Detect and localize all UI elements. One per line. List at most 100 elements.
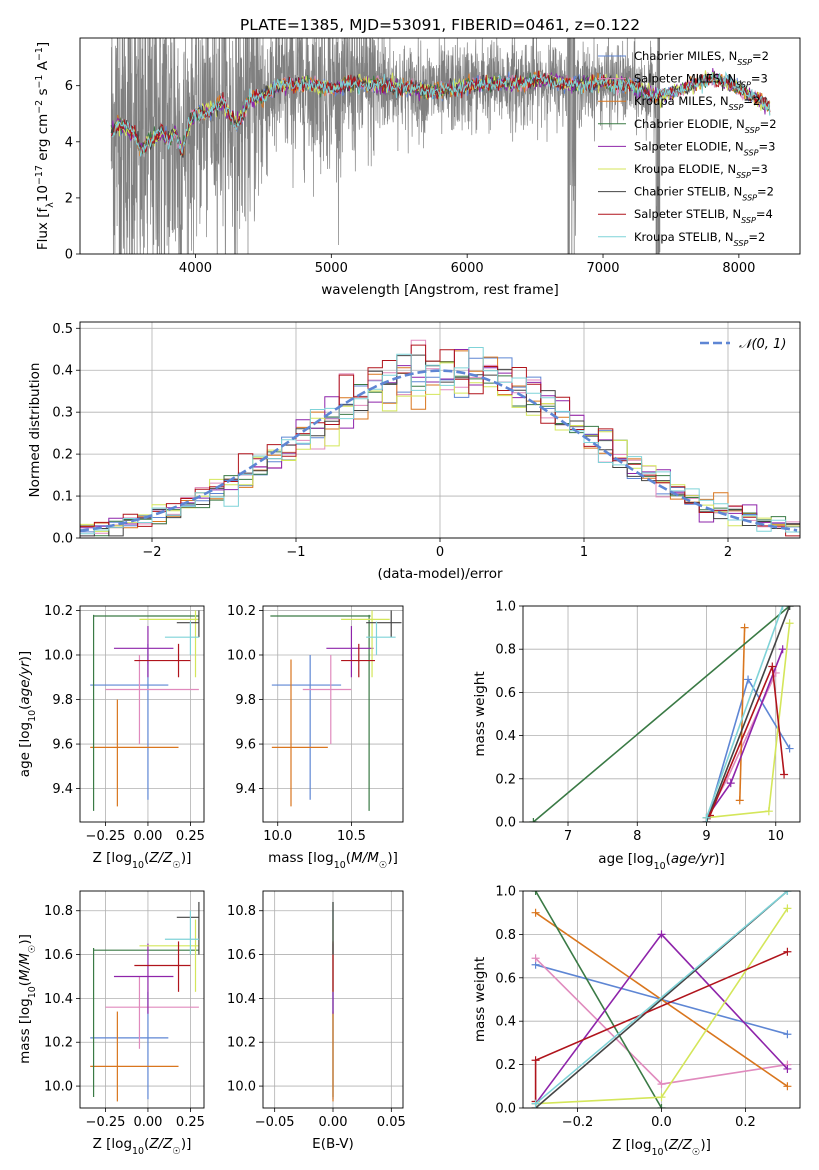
age-vs-mass-panel: 10.0 10.5 9.4 9.6 9.8 10.0 10.2 mass [log10(M/M…	[227, 604, 404, 871]
x-axis-label: wavelength [Angstrom, rest frame]	[321, 282, 559, 298]
plot-area	[529, 606, 794, 822]
weight-marker	[783, 1082, 792, 1091]
age-vs-metallicity-panel: −0.25 0.00 0.25 9.4 9.6 9.8 10.0 10.2 Z [log10(Z…	[17, 604, 205, 871]
y-tick-label: 9.6	[52, 738, 73, 753]
weight-marker	[529, 818, 538, 822]
y-tick-label: 10.0	[227, 1080, 256, 1095]
y-axis-label: age [log10(age/yr)]	[17, 651, 38, 777]
x-tick-label: 10.5	[337, 829, 366, 844]
weight-vs-metallicity-panel: −0.2 0.0 0.2 0.0 0.2 0.4 0.6 0.8 1.0 Z [log10(Z/Z…	[472, 885, 801, 1158]
x-tick-label: −0.25	[86, 829, 126, 844]
axes-frame	[79, 37, 801, 255]
y-tick-label: 0.5	[52, 322, 73, 337]
x-axis-label: Z [log10(Z/Z☉)]	[93, 1136, 192, 1157]
legend-label: Chabrier MILES, NSSP=2	[634, 49, 769, 67]
weight-marker	[778, 606, 787, 610]
plot-area	[90, 901, 200, 1102]
weight-marker	[768, 662, 777, 671]
weight-marker	[657, 1080, 666, 1089]
x-tick-label: −0.25	[86, 1115, 126, 1130]
plot-area	[270, 610, 402, 811]
y-tick-label: 10.4	[44, 992, 73, 1007]
x-tick-label: −2	[142, 545, 161, 560]
weight-marker	[531, 1056, 540, 1065]
x-tick-label: 6000	[451, 261, 484, 276]
weight-marker	[783, 947, 792, 956]
axes-frame	[522, 605, 801, 823]
y-tick-label: 0	[65, 248, 73, 263]
x-tick-label: 2	[724, 545, 732, 560]
y-axis-label: mass weight	[472, 671, 488, 756]
weight-marker	[702, 813, 711, 822]
y-tick-label: 10.2	[227, 1036, 256, 1051]
legend-label: Salpeter ELODIE, NSSP=3	[634, 139, 775, 157]
legend: Chabrier MILES, NSSP=2 Salpeter MILES, NS…	[598, 49, 777, 247]
y-tick-label: 10.6	[227, 948, 256, 963]
histogram-panel: −2 −1 0 1 2 0.0 0.1 0.2 0.3 0.4 0.5 𝒩(0, 1) (data-mo…	[27, 321, 801, 582]
y-tick-label: 10.8	[44, 904, 73, 919]
y-tick-label: 9.4	[235, 782, 256, 797]
weight-marker	[764, 807, 773, 816]
weight-line	[705, 606, 791, 822]
legend-label: Chabrier ELODIE, NSSP=2	[634, 117, 777, 135]
x-tick-label: 10.0	[263, 829, 292, 844]
weight-line	[534, 891, 663, 1108]
x-tick-label: 7	[564, 829, 572, 844]
y-tick-label: 0.2	[52, 448, 73, 463]
y-tick-label: 0.6	[495, 686, 516, 701]
weight-marker	[740, 623, 749, 632]
weight-marker	[531, 954, 540, 963]
y-tick-label: 0.0	[495, 1102, 516, 1117]
y-axis-label: Flux [fλ10−17 erg cm−2 s−1 A−1]	[34, 42, 56, 250]
y-tick-label: 0.3	[52, 406, 73, 421]
histogram-step	[80, 360, 800, 537]
weight-marker	[726, 779, 735, 788]
x-tick-label: 4000	[179, 261, 212, 276]
legend-label: 𝒩(0, 1)	[739, 337, 786, 352]
weight-line	[535, 891, 788, 1105]
mass-vs-extinction-panel: −0.05 0.00 0.05 10.0 10.2 10.4 10.6 10.8 E(B-V)	[227, 890, 406, 1152]
x-tick-label: 9	[702, 829, 710, 844]
legend-label: Kroupa MILES, NSSP=2	[634, 94, 760, 112]
axes-frame	[262, 605, 404, 823]
y-tick-label: 9.4	[52, 782, 73, 797]
mass-vs-metallicity-panel: −0.25 0.00 0.25 10.0 10.2 10.4 10.6 10.8 Z [log1…	[17, 890, 205, 1157]
x-tick-label: 5000	[315, 261, 348, 276]
x-axis-label: Z [log10(Z/Z☉)]	[93, 850, 192, 871]
data-spectrum	[110, 38, 661, 254]
weight-marker	[657, 930, 666, 939]
plot-area	[110, 38, 771, 254]
x-tick-label: 0.0	[651, 1115, 672, 1130]
chart-title: PLATE=1385, MJD=53091, FIBERID=0461, z=0…	[240, 16, 640, 34]
y-tick-label: 0.4	[495, 729, 516, 744]
y-tick-label: 0.8	[495, 928, 516, 943]
y-tick-label: 10.0	[44, 1080, 73, 1095]
y-tick-label: 9.8	[235, 693, 256, 708]
y-axis-label: mass [log10(M/M☉)]	[17, 934, 38, 1064]
x-tick-label: −0.2	[562, 1115, 594, 1130]
y-tick-label: 10.6	[44, 948, 73, 963]
y-tick-label: 9.8	[52, 693, 73, 708]
x-tick-label: 0.00	[319, 1115, 348, 1130]
weight-marker	[783, 904, 792, 913]
weight-line	[739, 627, 746, 801]
x-tick-label: −1	[286, 545, 305, 560]
y-tick-label: 0.4	[495, 1015, 516, 1030]
model-line	[111, 71, 771, 157]
weight-line	[705, 606, 784, 818]
legend-label: Salpeter STELIB, NSSP=4	[634, 207, 773, 225]
axes-frame	[79, 890, 205, 1109]
weight-marker	[783, 1064, 792, 1073]
histogram-step	[80, 349, 800, 531]
histogram-step	[80, 357, 800, 533]
axes-frame	[79, 605, 205, 823]
x-tick-label: 8	[633, 829, 641, 844]
plot-area	[531, 891, 792, 1108]
x-tick-label: 0.00	[133, 829, 162, 844]
weight-marker	[657, 1093, 666, 1102]
x-tick-label: 1	[580, 545, 588, 560]
y-tick-label: 10.8	[227, 904, 256, 919]
x-tick-label: 0.05	[377, 1115, 406, 1130]
weight-marker	[785, 619, 794, 628]
